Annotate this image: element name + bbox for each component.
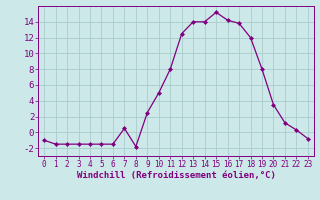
X-axis label: Windchill (Refroidissement éolien,°C): Windchill (Refroidissement éolien,°C) — [76, 171, 276, 180]
